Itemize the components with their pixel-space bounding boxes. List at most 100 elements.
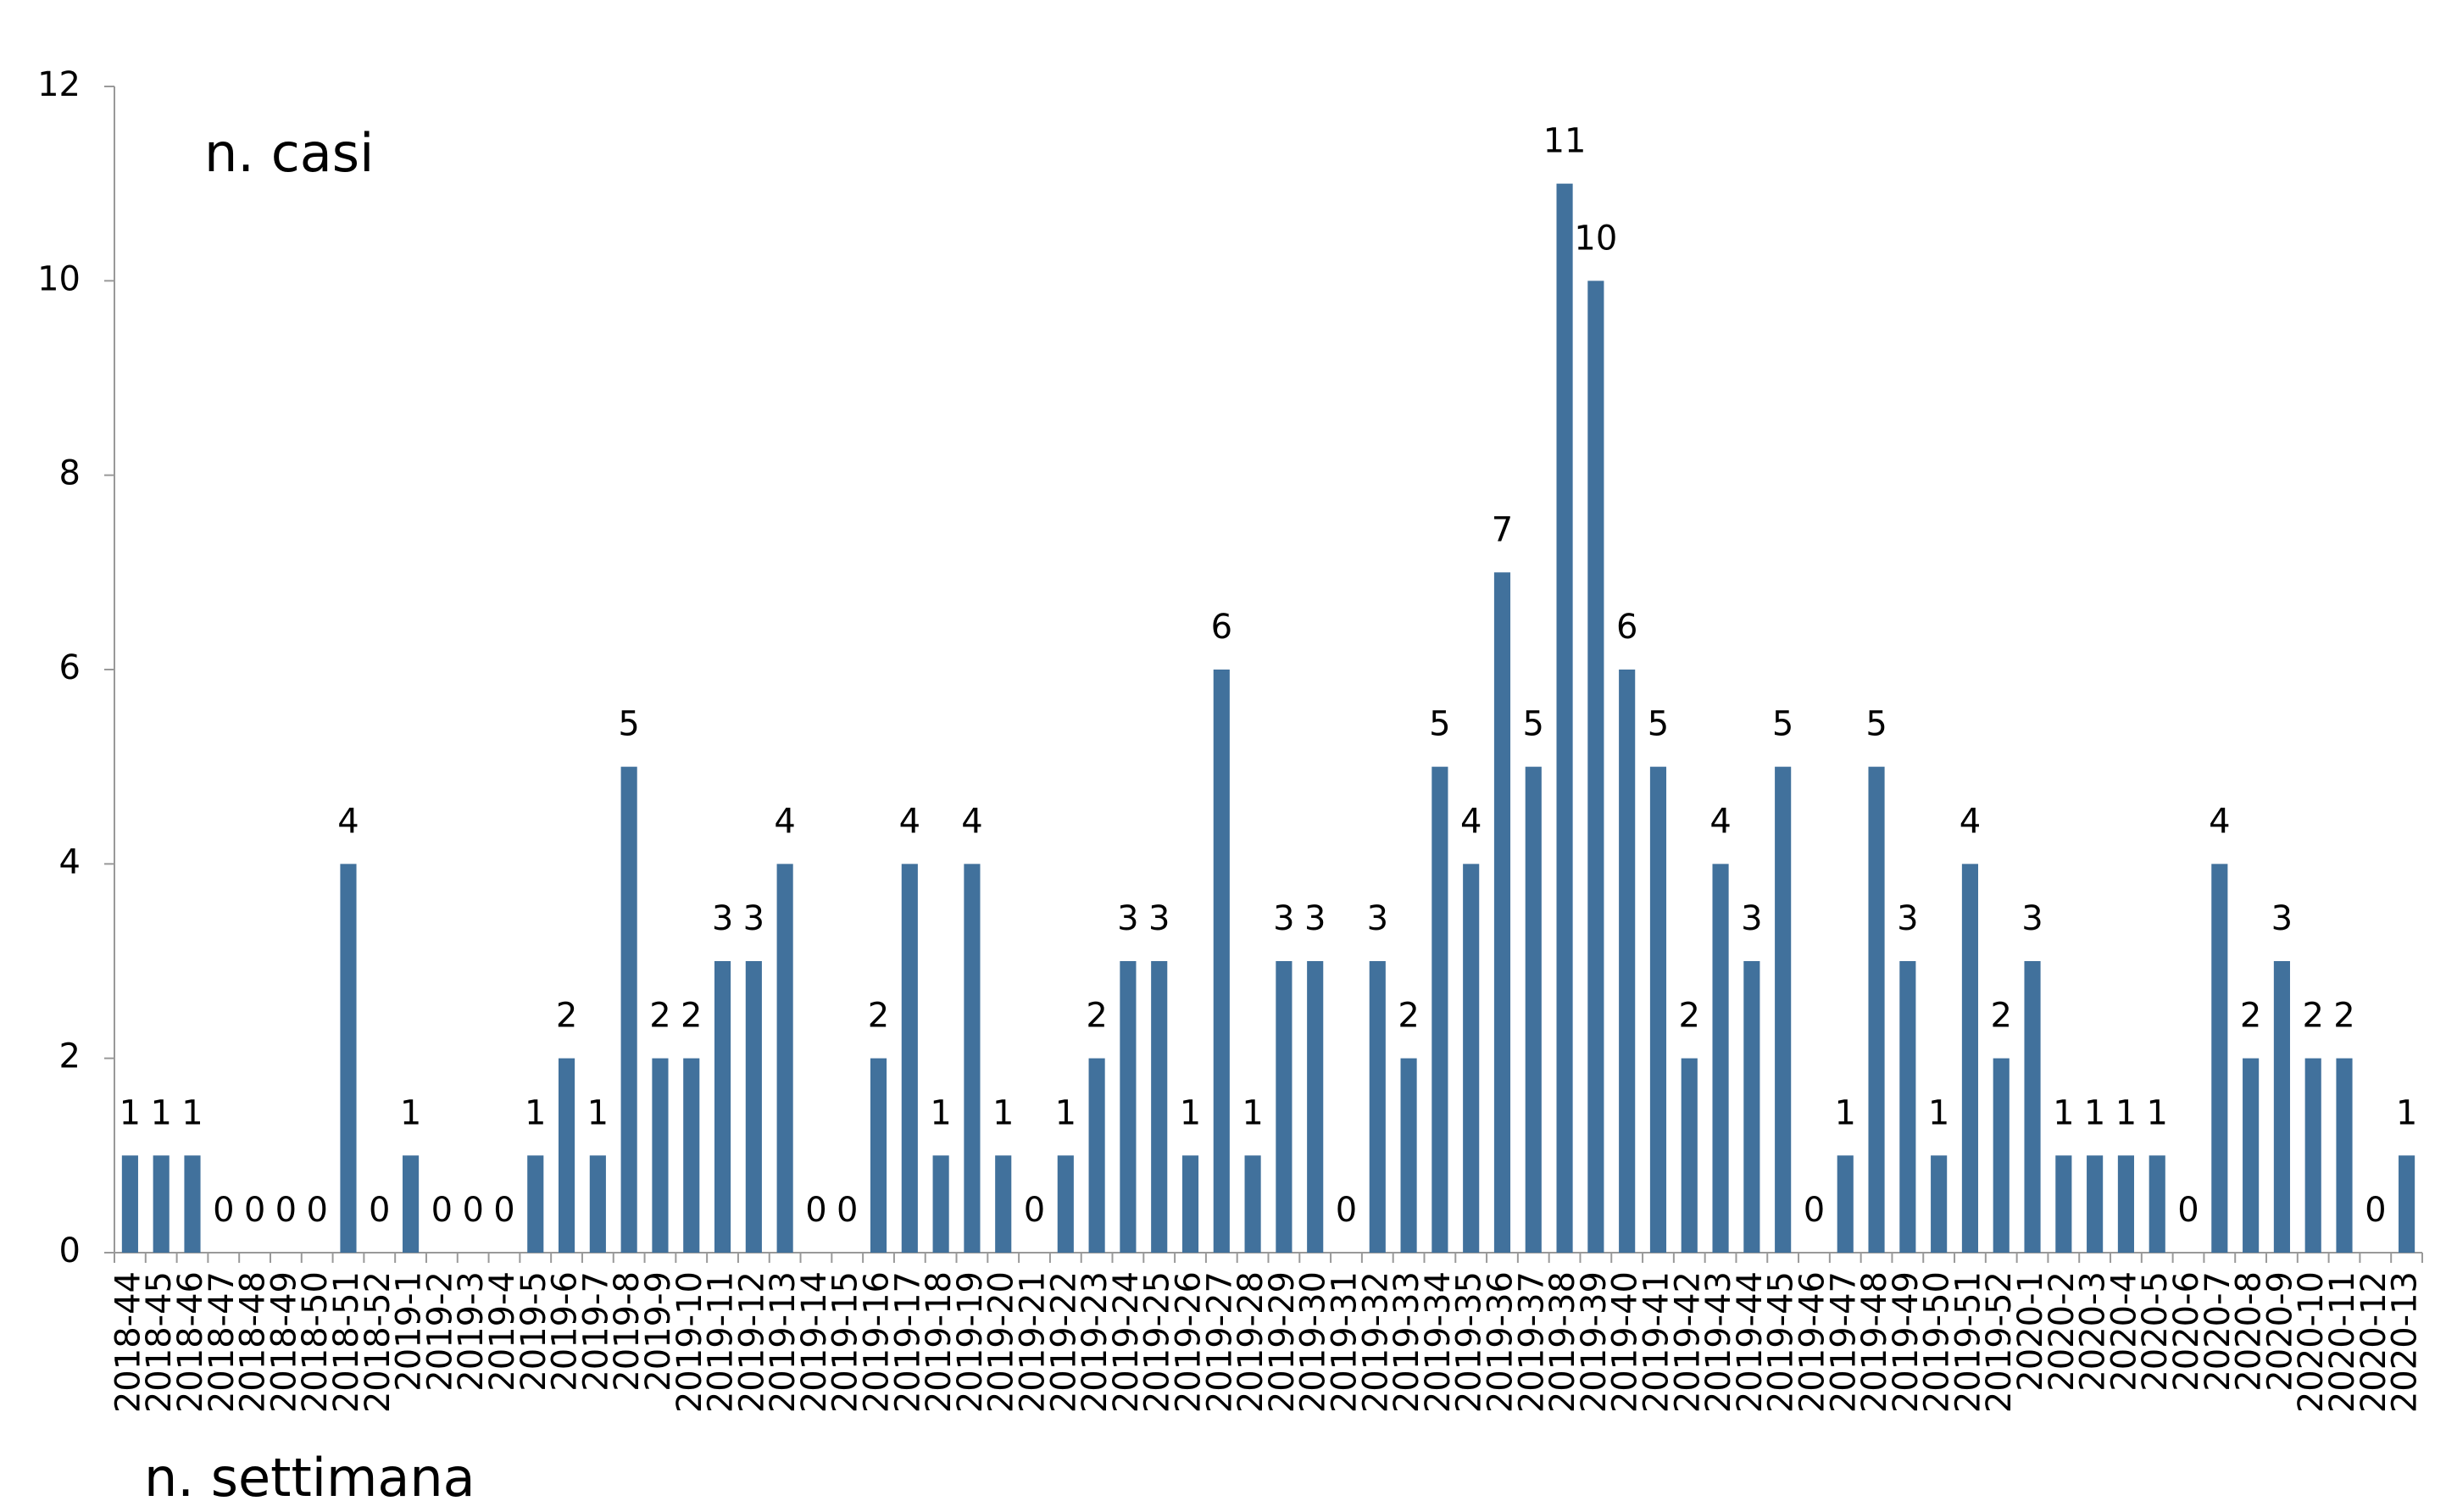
bar bbox=[1120, 961, 1137, 1253]
bar bbox=[527, 1155, 544, 1253]
x-tick-label: 2019-46 bbox=[1793, 1271, 1832, 1413]
bar bbox=[964, 864, 981, 1253]
bar bbox=[1837, 1155, 1854, 1253]
bar bbox=[2399, 1155, 2415, 1253]
x-tick-label: 2019-11 bbox=[702, 1271, 741, 1413]
value-label: 2 bbox=[1679, 997, 1700, 1036]
value-label: 0 bbox=[837, 1191, 858, 1230]
x-tick-label: 2019-17 bbox=[888, 1271, 927, 1413]
x-tick-label: 2020-1 bbox=[2011, 1271, 2050, 1392]
value-label: 6 bbox=[1616, 608, 1637, 647]
value-label: 2 bbox=[1398, 997, 1419, 1036]
value-label: 1 bbox=[1055, 1093, 1076, 1132]
x-tick-label: 2019-19 bbox=[951, 1271, 990, 1413]
x-tick-label: 2019-12 bbox=[732, 1271, 771, 1413]
x-tick-label: 2019-26 bbox=[1170, 1271, 1209, 1413]
value-label: 1 bbox=[2396, 1093, 2417, 1132]
value-label: 1 bbox=[1242, 1093, 1263, 1132]
value-label: 0 bbox=[213, 1191, 234, 1230]
x-tick-label: 2019-10 bbox=[670, 1271, 709, 1413]
x-tick-label: 2020-4 bbox=[2104, 1271, 2143, 1392]
x-tick-label: 2019-38 bbox=[1543, 1271, 1582, 1413]
value-label: 3 bbox=[1273, 899, 1294, 938]
bar bbox=[2211, 864, 2228, 1253]
value-label: 2 bbox=[868, 997, 889, 1036]
value-label: 5 bbox=[618, 705, 639, 744]
bar bbox=[340, 864, 357, 1253]
value-label: 1 bbox=[181, 1093, 203, 1132]
x-tick-label: 2019-18 bbox=[920, 1271, 959, 1413]
x-tick-label: 2020-12 bbox=[2354, 1271, 2393, 1413]
bar bbox=[2087, 1155, 2104, 1253]
x-tick-label: 2019-34 bbox=[1419, 1271, 1458, 1413]
value-label: 3 bbox=[1897, 899, 1918, 938]
x-tick-label: 2019-6 bbox=[546, 1271, 585, 1392]
bar bbox=[2024, 961, 2041, 1253]
x-tick-label: 2019-49 bbox=[1887, 1271, 1926, 1413]
value-label: 3 bbox=[1148, 899, 1170, 938]
x-tick-label: 2018-48 bbox=[234, 1271, 273, 1413]
x-tick-label: 2018-44 bbox=[108, 1271, 147, 1413]
x-tick-label: 2019-15 bbox=[826, 1271, 865, 1413]
value-label: 4 bbox=[337, 802, 359, 841]
bar bbox=[1899, 961, 1916, 1253]
x-tick-label: 2019-33 bbox=[1387, 1271, 1426, 1413]
x-tick-label: 2018-47 bbox=[203, 1271, 242, 1413]
value-label: 3 bbox=[712, 899, 733, 938]
x-tick-label: 2018-50 bbox=[296, 1271, 335, 1413]
x-tick-label: 2019-7 bbox=[576, 1271, 615, 1392]
x-tick-label: 2019-29 bbox=[1263, 1271, 1302, 1413]
x-tick-label: 2019-2 bbox=[420, 1271, 459, 1392]
value-label: 2 bbox=[556, 997, 577, 1036]
x-tick-label: 2018-52 bbox=[359, 1271, 397, 1413]
x-tick-label: 2018-46 bbox=[171, 1271, 210, 1413]
value-label: 3 bbox=[1304, 899, 1326, 938]
value-label: 6 bbox=[1211, 608, 1232, 647]
value-label: 1 bbox=[1180, 1093, 1201, 1132]
bar bbox=[1868, 766, 1885, 1253]
x-tick-label: 2019-25 bbox=[1138, 1271, 1177, 1413]
value-label: 2 bbox=[2240, 997, 2261, 1036]
bar bbox=[995, 1155, 1012, 1253]
bar bbox=[1775, 766, 1792, 1253]
value-label: 0 bbox=[244, 1191, 265, 1230]
bar bbox=[1181, 1155, 1199, 1253]
x-tick-label: 2018-45 bbox=[140, 1271, 179, 1413]
value-label: 0 bbox=[431, 1191, 453, 1230]
y-tick-label: 8 bbox=[59, 454, 81, 493]
value-label: 2 bbox=[681, 997, 702, 1036]
value-label: 10 bbox=[1574, 219, 1617, 258]
value-label: 1 bbox=[992, 1093, 1014, 1132]
x-tick-label: 2020-7 bbox=[2199, 1271, 2238, 1392]
bar bbox=[1213, 670, 1230, 1253]
value-label: 4 bbox=[961, 802, 982, 841]
value-label: 4 bbox=[1460, 802, 1481, 841]
bar bbox=[1431, 766, 1448, 1253]
bar bbox=[776, 864, 793, 1253]
x-tick-label: 2019-16 bbox=[858, 1271, 897, 1413]
value-label: 2 bbox=[649, 997, 670, 1036]
value-label: 2 bbox=[1991, 997, 2012, 1036]
value-label: 1 bbox=[2115, 1093, 2137, 1132]
value-label: 4 bbox=[774, 802, 795, 841]
bar bbox=[184, 1155, 201, 1253]
bar bbox=[870, 1058, 887, 1253]
value-label: 3 bbox=[1741, 899, 1762, 938]
bar bbox=[121, 1155, 138, 1253]
bar bbox=[2273, 961, 2290, 1253]
value-label: 3 bbox=[1367, 899, 1388, 938]
value-label: 3 bbox=[2271, 899, 2293, 938]
x-tick-label: 2019-30 bbox=[1294, 1271, 1333, 1413]
bar bbox=[2117, 1155, 2134, 1253]
value-label: 1 bbox=[150, 1093, 171, 1132]
value-label: 5 bbox=[1523, 705, 1544, 744]
bar bbox=[1307, 961, 1324, 1253]
bar bbox=[1400, 1058, 1417, 1253]
bar bbox=[932, 1155, 949, 1253]
x-tick-label: 2019-28 bbox=[1231, 1271, 1270, 1413]
x-tick-label: 2020-3 bbox=[2074, 1271, 2113, 1392]
value-label: 5 bbox=[1772, 705, 1793, 744]
value-label: 11 bbox=[1543, 122, 1587, 161]
y-axis-label: n. casi bbox=[204, 122, 374, 184]
